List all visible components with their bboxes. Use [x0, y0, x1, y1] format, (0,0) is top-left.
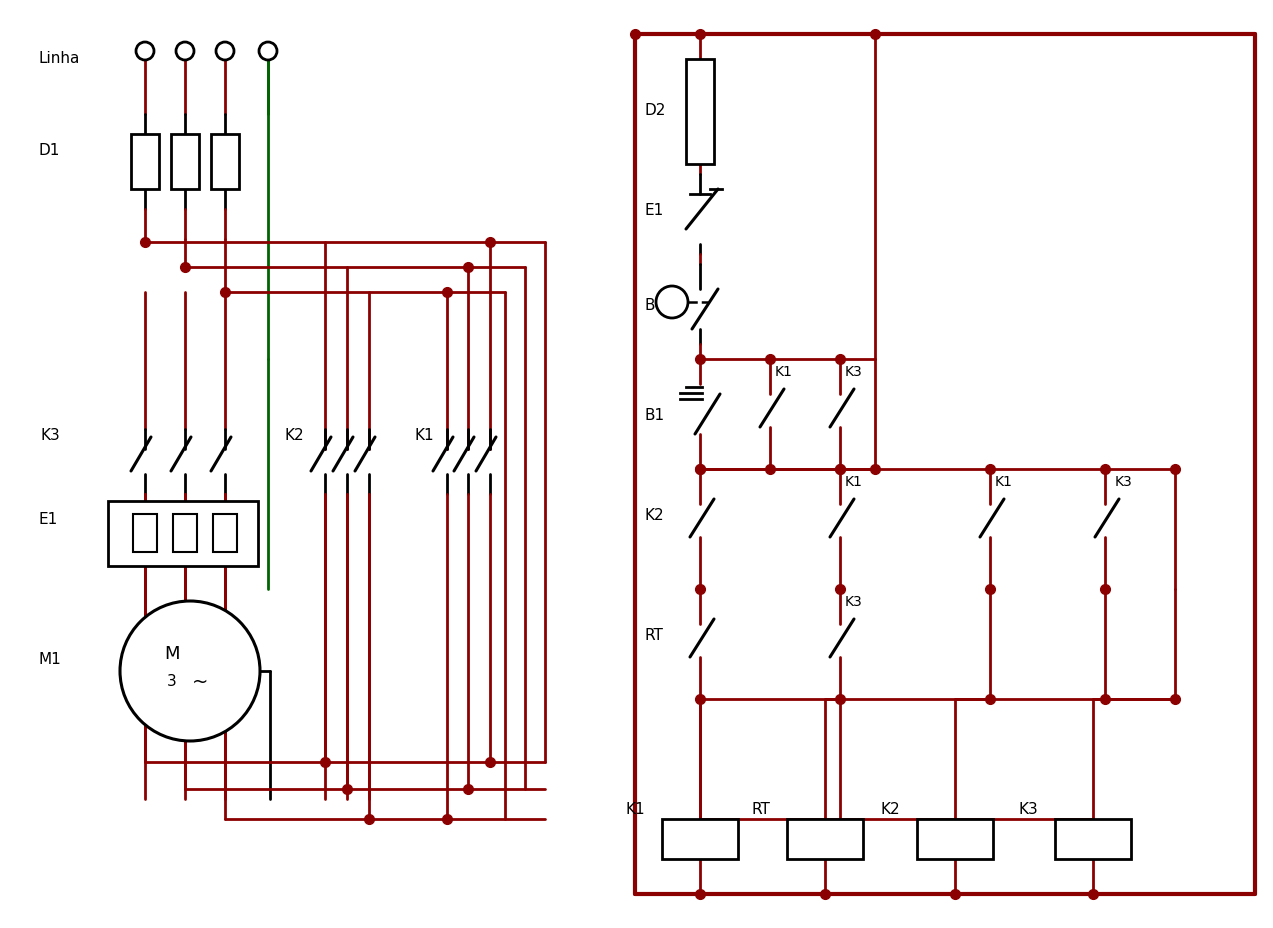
Circle shape [120, 601, 260, 741]
Text: B0: B0 [645, 297, 665, 312]
Text: ~: ~ [192, 672, 209, 690]
Text: K2: K2 [881, 802, 900, 817]
Text: 3: 3 [167, 674, 177, 689]
Text: K1: K1 [625, 802, 645, 817]
Circle shape [258, 43, 278, 61]
Bar [108, 501, 258, 566]
Bar [211, 135, 239, 190]
Bar [132, 514, 157, 552]
Text: E1: E1 [645, 202, 665, 217]
Text: K2: K2 [645, 507, 665, 522]
Bar [171, 135, 199, 190]
Text: K3: K3 [39, 427, 60, 442]
Text: RT: RT [751, 802, 770, 817]
Bar [662, 819, 738, 859]
Circle shape [216, 43, 234, 61]
Bar [131, 135, 159, 190]
Circle shape [136, 43, 154, 61]
Bar [686, 60, 714, 165]
Text: D2: D2 [645, 102, 666, 117]
Text: Linha: Linha [38, 50, 79, 66]
Circle shape [656, 287, 687, 318]
Text: K1: K1 [415, 427, 434, 442]
Bar [213, 514, 237, 552]
Text: M1: M1 [38, 651, 61, 667]
Text: K1: K1 [995, 474, 1013, 488]
Bar [787, 819, 863, 859]
Text: K3: K3 [1115, 474, 1133, 488]
Text: K1: K1 [775, 365, 793, 379]
Text: K3: K3 [845, 365, 863, 379]
Circle shape [176, 43, 193, 61]
Bar [1055, 819, 1130, 859]
Text: RT: RT [645, 626, 665, 642]
Text: K3: K3 [845, 594, 863, 609]
Text: K3: K3 [1018, 802, 1037, 817]
Bar [173, 514, 197, 552]
Bar [917, 819, 993, 859]
Text: B1: B1 [645, 407, 665, 422]
Text: K2: K2 [285, 427, 304, 442]
Text: E1: E1 [38, 512, 57, 527]
Text: M: M [164, 644, 179, 663]
Text: K1: K1 [845, 474, 863, 488]
Text: D1: D1 [38, 142, 60, 158]
